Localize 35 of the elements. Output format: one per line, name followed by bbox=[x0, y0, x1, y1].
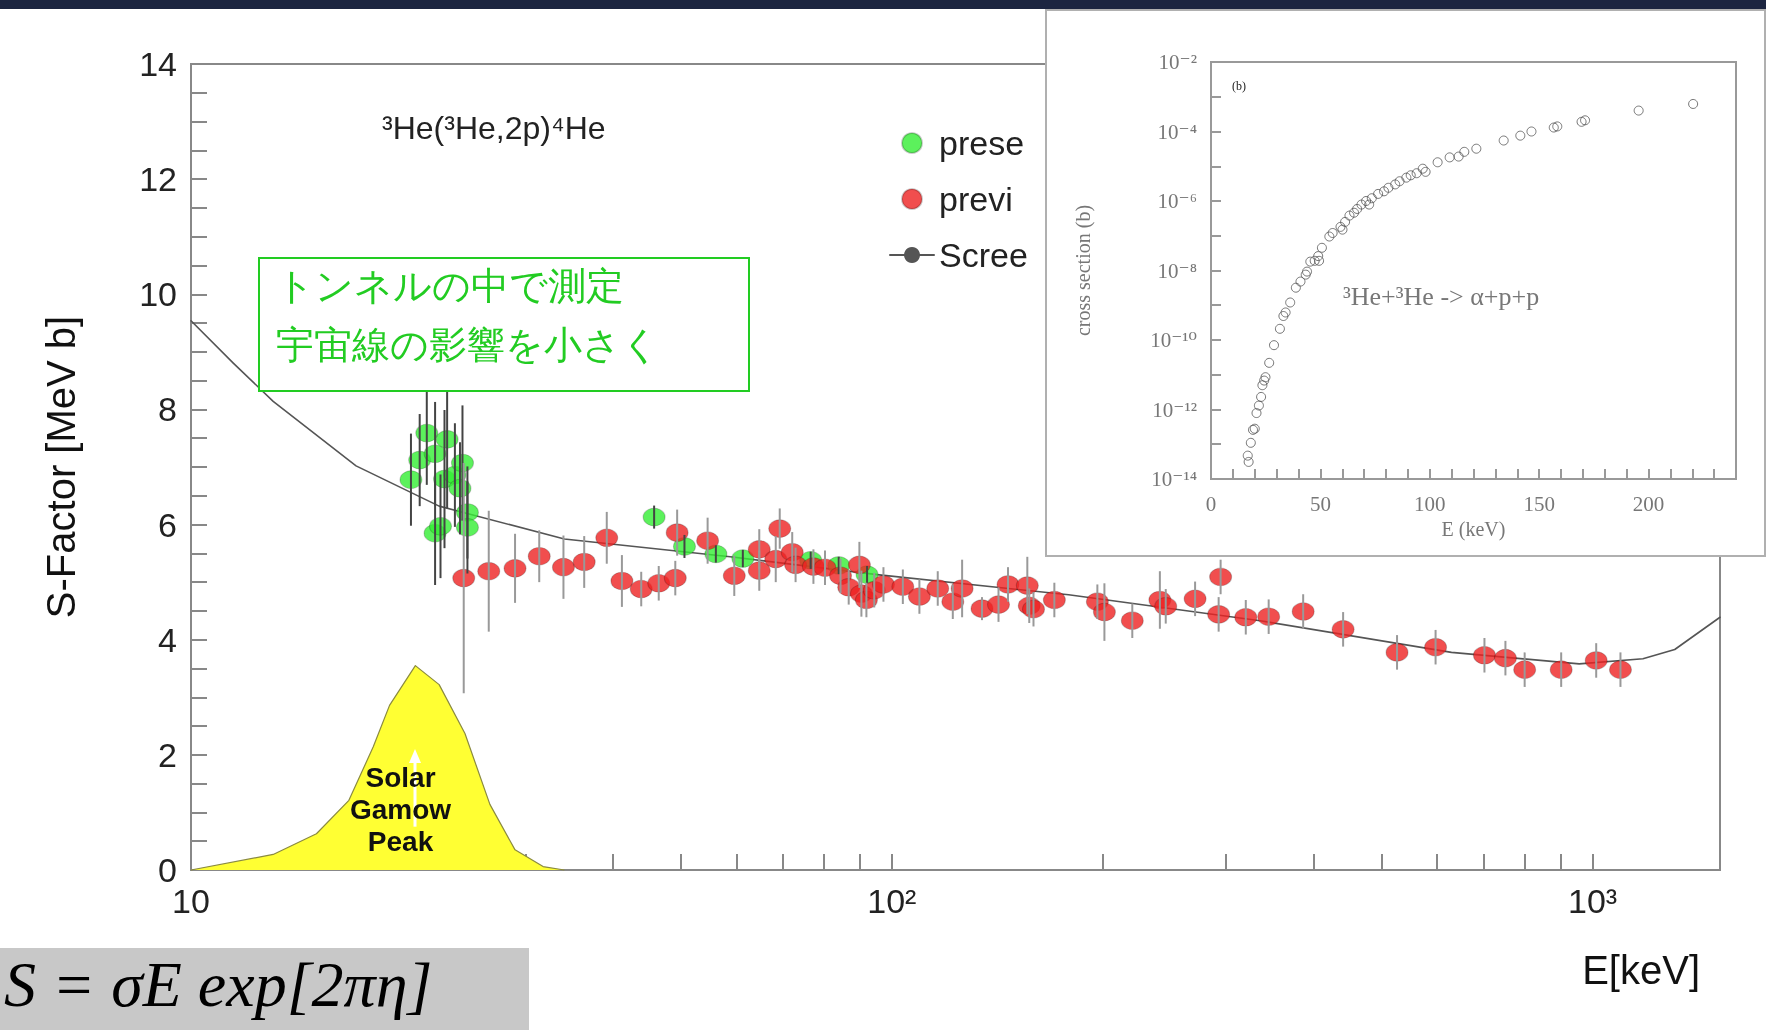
text: S = σE exp[2πη] bbox=[0, 948, 529, 1030]
y-tick-label: 10⁻⁴ bbox=[1157, 119, 1197, 144]
y-tick-label: 10⁻¹⁴ bbox=[1151, 467, 1197, 491]
annotation: 宇宙線の影響を小さく bbox=[276, 324, 660, 368]
x-tick-label: 150 bbox=[1523, 491, 1555, 516]
y-tick-label: 10⁻⁸ bbox=[1157, 258, 1197, 283]
y-tick-label: 10 bbox=[139, 275, 177, 314]
y-axis-title: S-Factor [MeV b] bbox=[39, 315, 83, 619]
x-tick-label: 10² bbox=[867, 882, 917, 920]
annotation: ³He+³He -> α+p+p bbox=[1343, 282, 1540, 312]
legend-label: previ bbox=[939, 180, 1013, 218]
x-axis-title: E[keV] bbox=[1582, 948, 1700, 992]
y-tick-label: 10⁻² bbox=[1158, 50, 1197, 74]
y-tick-label: 0 bbox=[158, 851, 177, 889]
x-tick-label: 50 bbox=[1309, 491, 1331, 516]
y-axis-title: cross section (b) bbox=[1072, 204, 1095, 337]
annotation: トンネルの中で測定 bbox=[276, 265, 624, 309]
x-tick-label: 100 bbox=[1414, 491, 1446, 516]
y-tick-label: 2 bbox=[158, 735, 177, 774]
x-tick-label: 200 bbox=[1632, 491, 1665, 516]
y-tick-label: 10⁻⁶ bbox=[1157, 189, 1197, 213]
y-tick-label: 12 bbox=[139, 160, 177, 199]
y-tick-label: 6 bbox=[158, 505, 177, 544]
y-tick-label: 14 bbox=[139, 45, 177, 83]
legend-label: prese bbox=[939, 124, 1025, 162]
text: ³He(³He,2p)⁴He bbox=[382, 110, 606, 146]
x-axis-title: E (keV) bbox=[1441, 518, 1506, 541]
y-tick-label: 4 bbox=[158, 620, 177, 659]
y-tick-label: 10⁻¹² bbox=[1152, 397, 1197, 422]
legend-label: Scree bbox=[939, 236, 1028, 274]
y-tick-label: 8 bbox=[158, 390, 177, 429]
x-tick-label: 10³ bbox=[1568, 882, 1618, 920]
x-tick-label: 0 bbox=[1205, 491, 1217, 516]
y-tick-label: 10⁻¹⁰ bbox=[1150, 328, 1197, 352]
text: (b) bbox=[1232, 79, 1246, 93]
